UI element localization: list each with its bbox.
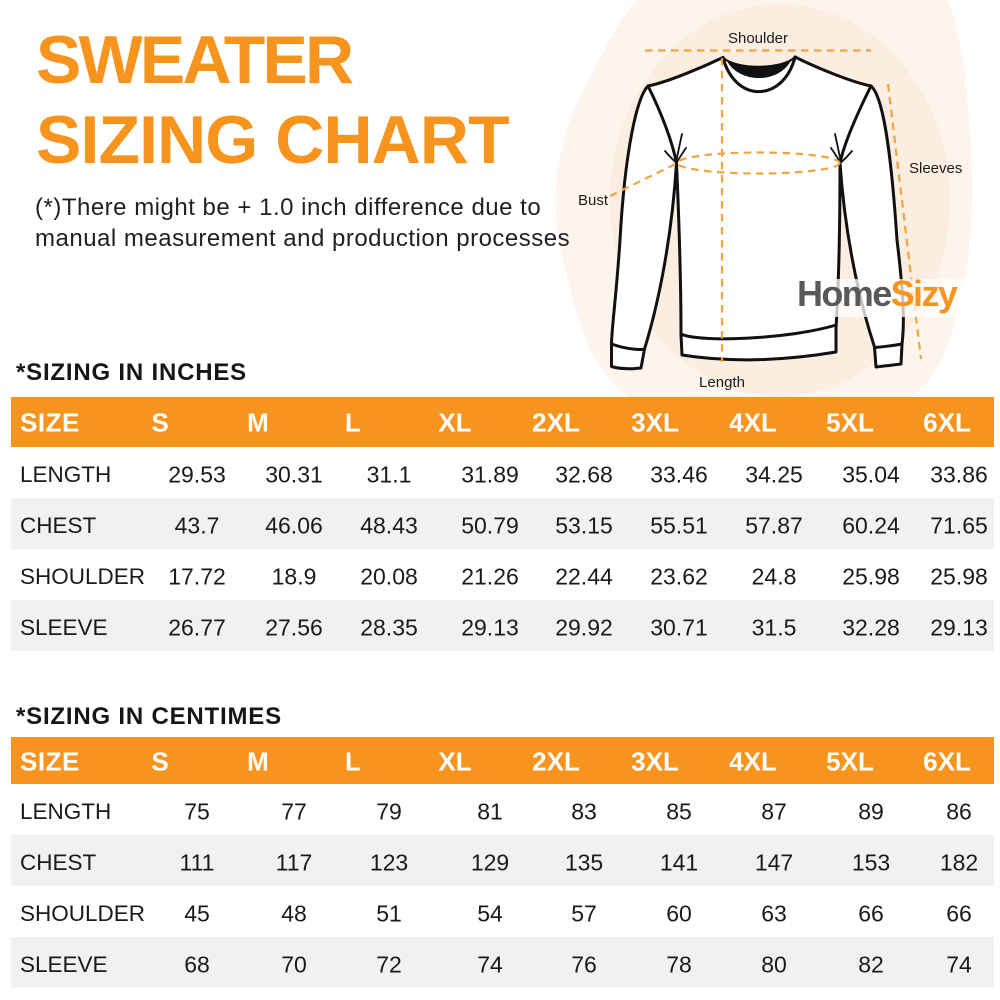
svg-text:Bust: Bust bbox=[578, 192, 609, 209]
svg-text:Length: Length bbox=[699, 374, 745, 391]
svg-text:Shoulder: Shoulder bbox=[728, 30, 788, 47]
svg-text:Sleeves: Sleeves bbox=[909, 160, 962, 177]
